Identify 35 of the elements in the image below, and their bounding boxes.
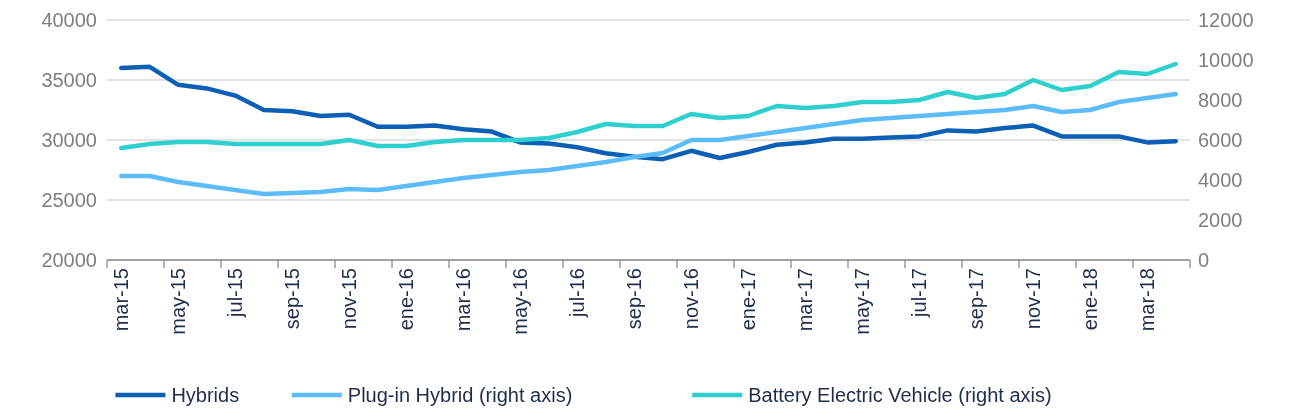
x-tick-label: jul-17	[908, 268, 931, 318]
legend-label: Plug-in Hybrid (right axis)	[347, 384, 573, 406]
x-tick-label: mar-18	[1136, 268, 1159, 332]
x-tick-label: may-16	[509, 268, 532, 335]
x-tick-label: nov-15	[338, 268, 361, 330]
y2-tick-label: 6000	[1198, 129, 1243, 151]
x-tick-label: nov-16	[680, 268, 703, 330]
y-tick-label: 25000	[41, 189, 97, 211]
y2-tick-label: 2000	[1198, 209, 1243, 231]
y2-tick-label: 12000	[1198, 9, 1254, 31]
x-tick-label: jul-15	[224, 268, 247, 318]
legend-label: Hybrids	[171, 384, 240, 406]
y-tick-label: 20000	[41, 249, 97, 271]
x-tick-label: ene-16	[395, 268, 418, 331]
y2-tick-label: 4000	[1198, 169, 1243, 191]
legend-label: Battery Electric Vehicle (right axis)	[748, 384, 1052, 406]
x-tick-label: ene-17	[737, 268, 760, 331]
line-series	[119, 91, 1178, 197]
y2-tick-label: 8000	[1198, 89, 1243, 111]
x-tick-label: mar-15	[110, 268, 133, 332]
y-tick-label: 40000	[41, 9, 97, 31]
y-tick-label: 30000	[41, 129, 97, 151]
x-tick-label: may-17	[851, 268, 874, 335]
x-tick-label: mar-17	[794, 268, 817, 332]
y-tick-label: 35000	[41, 69, 97, 91]
x-tick-label: sep-16	[623, 268, 646, 330]
x-tick-label: sep-15	[281, 268, 304, 330]
x-tick-label: nov-17	[1022, 268, 1045, 330]
x-tick-label: jul-16	[566, 268, 589, 318]
y2-tick-label: 10000	[1198, 49, 1254, 71]
x-tick-label: ene-18	[1079, 268, 1102, 331]
x-tick-label: mar-16	[452, 268, 475, 332]
x-tick-label: may-15	[167, 268, 190, 335]
y2-tick-label: 0	[1198, 249, 1210, 271]
x-tick-label: sep-17	[965, 268, 988, 330]
